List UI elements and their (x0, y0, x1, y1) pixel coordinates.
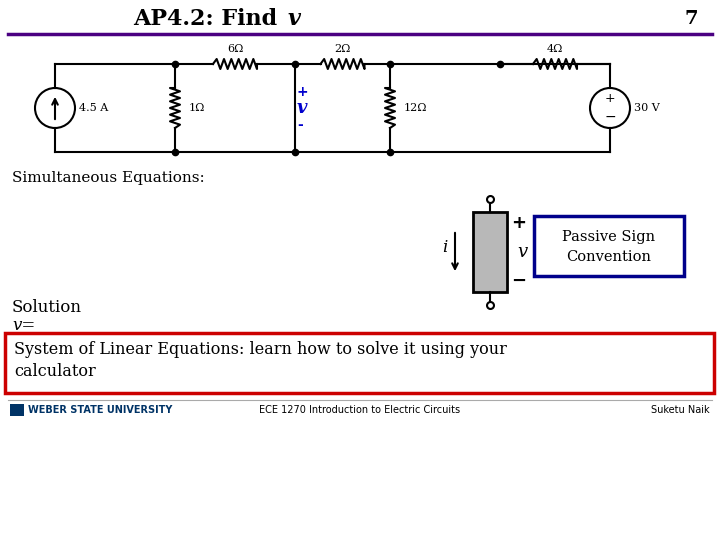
Text: 2Ω: 2Ω (334, 44, 351, 54)
Text: +: + (511, 214, 526, 232)
Text: 6Ω: 6Ω (227, 44, 243, 54)
Text: 1Ω: 1Ω (189, 103, 205, 113)
Text: AP4.2: Find: AP4.2: Find (133, 8, 285, 30)
Text: v=: v= (12, 316, 35, 334)
Text: v: v (288, 8, 301, 30)
Text: v: v (517, 243, 527, 261)
Text: 30 V: 30 V (634, 103, 660, 113)
Text: 7: 7 (685, 10, 698, 28)
Text: Solution: Solution (12, 300, 82, 316)
Text: −: − (511, 272, 526, 290)
Text: Simultaneous Equations:: Simultaneous Equations: (12, 171, 204, 185)
Text: i: i (442, 239, 448, 255)
FancyBboxPatch shape (534, 216, 684, 276)
Text: WEBER STATE UNIVERSITY: WEBER STATE UNIVERSITY (28, 405, 172, 415)
Text: -: - (297, 118, 303, 132)
Text: v: v (297, 99, 307, 117)
Text: ECE 1270 Introduction to Electric Circuits: ECE 1270 Introduction to Electric Circui… (259, 405, 461, 415)
Text: Passive Sign: Passive Sign (562, 230, 656, 244)
FancyBboxPatch shape (5, 333, 714, 393)
Text: 4.5 A: 4.5 A (79, 103, 108, 113)
Text: −: − (604, 110, 616, 124)
Text: 12Ω: 12Ω (404, 103, 428, 113)
Text: Convention: Convention (567, 250, 652, 264)
Text: +: + (605, 92, 616, 105)
Text: 4Ω: 4Ω (546, 44, 563, 54)
Text: calculator: calculator (14, 363, 96, 381)
Bar (473, 212, 507, 292)
Text: Suketu Naik: Suketu Naik (652, 405, 710, 415)
Text: +: + (296, 85, 308, 99)
Bar (10, 404, 24, 416)
Text: System of Linear Equations: learn how to solve it using your: System of Linear Equations: learn how to… (14, 341, 507, 359)
